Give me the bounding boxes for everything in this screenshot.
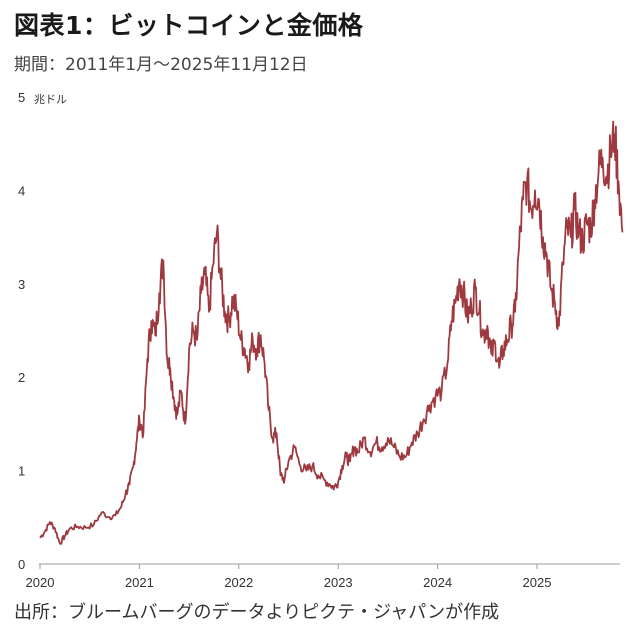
x-tick-label: 2021 [125,575,154,590]
y-axis-unit-label: 兆ドル [34,93,67,106]
y-tick-label: 0 [18,557,25,572]
x-tick-label: 2025 [523,575,552,590]
source-note: 出所：ブルームバーグのデータよりピクテ・ジャパンが作成 [14,602,500,623]
y-tick-label: 2 [18,370,25,385]
series-line [39,120,624,545]
y-tick-label: 1 [18,464,25,479]
x-tick-label: 2020 [26,575,55,590]
x-tick-label: 2022 [224,575,253,590]
x-axis-ticks: 2020 2021 2022 2023 2024 2025 [26,564,552,590]
period-subtitle: 期間：2011年1月～2025年11月12日 [14,55,308,75]
y-tick-label: 4 [18,183,25,198]
page-title: 図表1：ビットコインと金価格 [14,11,364,40]
y-tick-label: 5 [18,90,25,105]
line-chart: 0 1 2 3 4 5 兆ドル 2020 2021 2022 2023 2024 2025 [18,90,624,590]
x-tick-label: 2023 [324,575,353,590]
y-axis-ticks: 0 1 2 3 4 5 [18,90,25,572]
x-tick-label: 2024 [423,575,452,590]
y-tick-label: 3 [18,277,25,292]
